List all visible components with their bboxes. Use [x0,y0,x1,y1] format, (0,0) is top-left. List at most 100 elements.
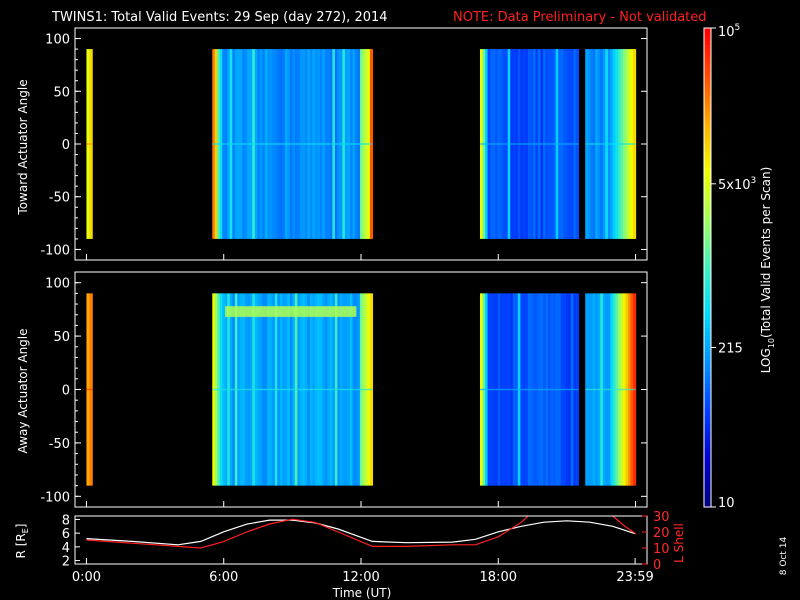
colorbar-label: LOG10(Total Valid Events per Scan) [759,167,776,374]
colorbar-step [704,259,711,265]
colorbar-step [704,347,711,352]
colorbar-step [704,163,711,169]
colorbar-step [704,99,711,105]
colorbar-step [704,283,711,289]
colorbar-step [704,439,711,444]
series-r [86,519,636,546]
colorbar-step [704,183,711,189]
colorbar-step [704,387,711,392]
colorbar-step [704,323,711,328]
colorbar-step [704,59,711,65]
colorbar-step [704,67,711,73]
colorbar-step [704,479,711,484]
colorbar-step [704,287,711,293]
colorbar-step [704,423,711,428]
colorbar-step [704,391,711,396]
colorbar-tick-label: 105 [718,23,740,40]
colorbar-step [704,311,711,316]
colorbar-step [704,191,711,197]
colorbar-step [704,319,711,324]
colorbar-step [704,231,711,237]
ytick-label-right: 30 [653,510,670,525]
colorbar-step [704,495,711,500]
colorbar-step [704,171,711,177]
colorbar-step [704,359,711,364]
colorbar-tick-label: 215 [718,341,743,356]
ytick-label-right: 20 [653,526,670,541]
colorbar-step [704,28,711,33]
colorbar-step [704,435,711,440]
ytick-label: 50 [53,85,70,100]
colorbar-step [704,335,711,340]
colorbar-step [704,143,711,149]
colorbar-step [704,403,711,408]
colorbar-step [704,371,711,376]
colorbar-step [704,271,711,277]
data-block [479,49,579,239]
series-lshell [612,516,636,535]
colorbar-step [704,427,711,432]
ytick-label: -100 [40,490,70,505]
colorbar-step [704,207,711,213]
data-block [585,49,637,239]
xtick-label: 0:00 [72,570,101,585]
ytick-label: 100 [45,33,70,48]
heat-band [225,306,357,317]
colorbar-step [704,31,711,37]
colorbar-step [704,331,711,336]
colorbar-frame [703,27,712,508]
ytick-label: 8 [62,513,70,528]
colorbar-step [704,455,711,460]
colorbar-step [704,235,711,241]
colorbar-step [704,467,711,472]
colorbar-step [704,119,711,125]
xtick-label: 6:00 [209,570,238,585]
colorbar-step [704,499,711,504]
note-text: NOTE: Data Preliminary - Not validated [453,10,707,25]
panel-toward: 100 50 0 -50 -100 [40,27,648,261]
colorbar-step [704,491,711,496]
xlabel-time: Time (UT) [332,586,392,600]
colorbar-step [704,243,711,249]
colorbar-step [704,247,711,253]
colorbar-step [704,127,711,133]
colorbar-step [704,167,711,173]
colorbar-step [704,351,711,356]
colorbar: 105 5x103 215 10 [703,23,756,511]
colorbar-step [704,443,711,448]
colorbar-step [704,383,711,388]
colorbar-step [704,395,711,400]
colorbar-step [704,419,711,424]
colorbar-step [704,147,711,153]
data-block [212,49,374,239]
colorbar-step [704,151,711,157]
colorbar-step [704,123,711,129]
series-lshell [86,516,529,549]
colorbar-step [704,459,711,464]
colorbar-step [704,263,711,269]
colorbar-step [704,199,711,205]
colorbar-step [704,155,711,161]
colorbar-step [704,39,711,45]
ytick-label: 100 [45,277,70,292]
colorbar-step [704,223,711,229]
colorbar-step [704,179,711,185]
colorbar-step [704,47,711,53]
colorbar-step [704,239,711,245]
colorbar-step [704,355,711,360]
colorbar-step [704,291,711,297]
colorbar-step [704,451,711,456]
colorbar-step [704,175,711,181]
ylabel-orbit-left: R [RE] [14,524,30,559]
colorbar-step [704,219,711,225]
colorbar-step [704,131,711,137]
colorbar-step [704,79,711,85]
ytick-label-right: 10 [653,542,670,557]
colorbar-step [704,415,711,420]
colorbar-step [704,107,711,113]
colorbar-step [704,63,711,69]
colorbar-step [704,267,711,273]
data-block [479,293,579,486]
colorbar-step [704,251,711,257]
colorbar-step [704,487,711,492]
